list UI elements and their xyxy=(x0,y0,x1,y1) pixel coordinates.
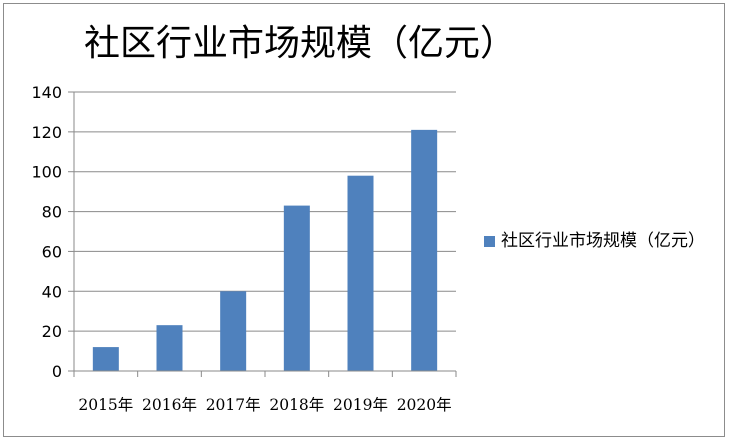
x-tick-label: 2019年 xyxy=(333,396,388,414)
legend-label: 社区行业市场规模（亿元） xyxy=(501,231,705,251)
x-axis-tick-labels: 2015年 2016年 2017年 2018年 2019年 2020年 xyxy=(78,396,451,414)
chart-title: 社区行业市场规模（亿元） xyxy=(83,23,516,64)
x-tick-label: 2016年 xyxy=(142,396,197,414)
legend: 社区行业市场规模（亿元） xyxy=(484,228,716,254)
y-tick-label: 40 xyxy=(42,282,62,301)
y-tick-label: 120 xyxy=(31,123,62,142)
y-tick-label: 100 xyxy=(31,163,62,182)
bar xyxy=(156,325,183,371)
bar xyxy=(347,175,374,371)
bar-series xyxy=(92,129,438,371)
gridlines xyxy=(68,91,457,377)
x-tick-label: 2018年 xyxy=(269,396,324,414)
bar xyxy=(411,129,438,371)
bar xyxy=(283,205,310,371)
x-tick-label: 2017年 xyxy=(206,396,261,414)
bar xyxy=(220,291,247,371)
axes xyxy=(73,92,456,372)
legend-swatch xyxy=(484,236,495,247)
x-tick-label: 2020年 xyxy=(397,396,452,414)
y-tick-label: 140 xyxy=(31,83,62,102)
y-tick-label: 80 xyxy=(42,203,62,222)
y-tick-label: 0 xyxy=(52,362,62,381)
bar xyxy=(92,347,119,371)
y-axis-tick-labels: 0 20 40 60 80 100 120 140 xyxy=(31,83,62,381)
y-tick-label: 60 xyxy=(42,242,62,261)
x-tick-label: 2015年 xyxy=(78,396,133,414)
y-tick-label: 20 xyxy=(42,322,62,341)
